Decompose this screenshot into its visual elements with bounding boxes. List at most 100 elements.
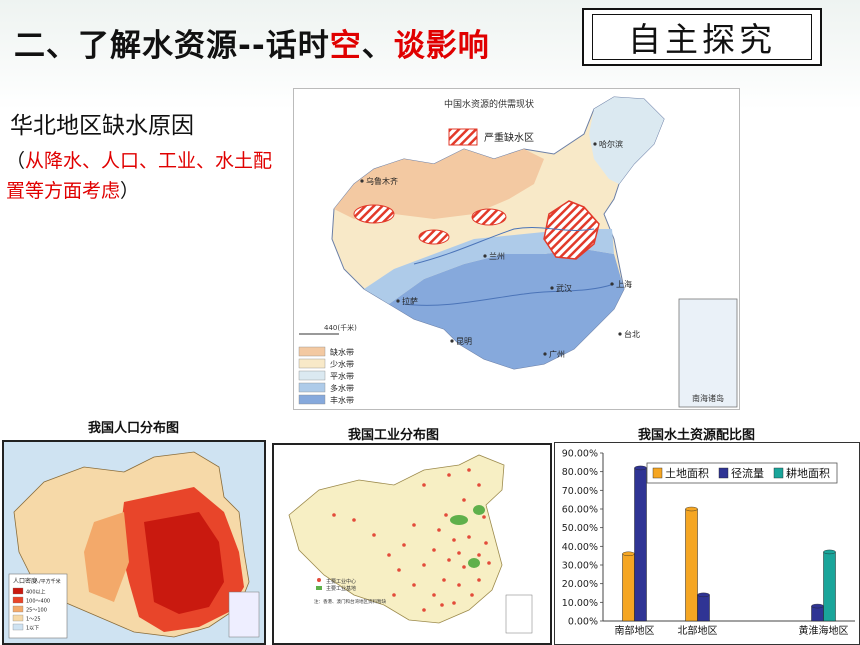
zone-legend-swatch <box>298 358 326 369</box>
pop-legend-swatch <box>12 623 24 631</box>
inset-label: 南海诸岛 <box>692 393 724 403</box>
severe-area-qaidam <box>418 229 450 245</box>
severe-area-tarim <box>353 204 395 224</box>
water-soil-chart-svg: 90.00% 80.00% 70.00% 60.00% 50.00% 40.00% 30.0… <box>562 449 855 637</box>
pop-legend-label: 1以下 <box>26 626 39 632</box>
ind-note: 注：香港、澳门和台湾地区资料暂缺 <box>314 598 386 605</box>
title-prefix: 二、了解水资源--话时 <box>14 28 330 64</box>
industry-base-north <box>450 515 468 525</box>
zone-abundant <box>389 249 624 369</box>
south-sea-inset <box>678 298 738 408</box>
pop-legend-unit: 人/平方千米 <box>34 578 61 585</box>
reason-hint: （从降水、人口、工业、水土配置等方面考虑） <box>6 146 284 206</box>
zone-legend-label: 缺水带 <box>330 347 354 357</box>
industry-center-dot <box>462 498 466 502</box>
city-label: 昆明 <box>456 337 472 346</box>
bar-cap <box>685 506 698 512</box>
industry-center-dot <box>457 583 461 587</box>
zone-legend-swatch <box>298 382 326 393</box>
industry-center-dot <box>352 518 356 522</box>
bar-1 <box>811 605 824 622</box>
pop-legend-label: 100～400 <box>26 599 50 605</box>
y-tick-label: 30.00% <box>562 561 598 572</box>
city-dot <box>360 179 364 183</box>
legend-swatch <box>773 467 784 479</box>
pop-legend-label: 1～25 <box>26 617 41 623</box>
caption-population: 我国人口分布图 <box>88 421 180 436</box>
industry-center-dot <box>452 601 456 605</box>
industry-center-dot <box>487 561 491 565</box>
industry-center-dot <box>422 483 426 487</box>
zone-legend-label: 丰水带 <box>330 395 354 405</box>
legend-swatch <box>652 467 663 479</box>
industry-center-dot <box>387 553 391 557</box>
industry-center-dot <box>442 578 446 582</box>
industry-center-dot <box>477 553 481 557</box>
industry-center-dot <box>452 538 456 542</box>
pop-legend-swatch <box>12 596 24 604</box>
industry-center-dot <box>392 593 396 597</box>
zone-legend-swatch <box>298 394 326 405</box>
industry-center-dot <box>412 523 416 527</box>
industry-center-dot <box>477 483 481 487</box>
industry-center-dot <box>432 548 436 552</box>
zone-legend-label: 多水带 <box>330 383 354 393</box>
y-tick-label: 0.00% <box>568 617 598 628</box>
scale-label: 440(千米) <box>324 323 357 332</box>
city-dot <box>618 332 622 336</box>
y-tick-label: 10.00% <box>562 598 598 609</box>
industry-center-dot <box>462 565 466 569</box>
hint-text: 从降水、人口、工业、水土配置等方面考虑 <box>6 150 273 202</box>
city-dot <box>450 339 454 343</box>
city-label: 上海 <box>616 279 632 289</box>
caption-industry: 我国工业分布图 <box>348 428 440 443</box>
industry-center-dot <box>467 468 471 472</box>
yellow-river <box>413 227 595 265</box>
bar-cap <box>622 551 635 557</box>
ind-legend-center: 主要工业中心 <box>326 578 356 585</box>
industry-center-dot <box>437 528 441 532</box>
industry-center-dot <box>470 593 474 597</box>
y-tick-label: 60.00% <box>562 505 598 516</box>
title-separator: 、 <box>361 28 394 64</box>
pop-legend-items: 400以上 100～400 25～100 1～25 1以下 <box>12 587 50 632</box>
city-label: 台北 <box>624 329 640 339</box>
bar-cap <box>634 465 647 471</box>
severe-area-hexi <box>471 208 507 226</box>
severe-legend-label: 严重缺水区 <box>484 131 534 144</box>
city-dot <box>483 254 487 258</box>
y-tick-label: 20.00% <box>562 579 598 590</box>
water-soil-chart: 90.00% 80.00% 70.00% 60.00% 50.00% 40.00% 30.0… <box>554 442 860 645</box>
city-dot <box>550 286 554 290</box>
bar-1 <box>634 467 647 622</box>
industry-inset <box>505 594 533 634</box>
bar-cap <box>697 592 710 598</box>
bar-cap <box>823 549 836 555</box>
population-very-dense <box>144 512 224 614</box>
ind-legend-swatch <box>316 586 322 590</box>
ind-legend-dot <box>317 578 321 582</box>
y-tick-label: 80.00% <box>562 467 598 478</box>
city-label: 哈尔滨 <box>599 139 623 149</box>
industry-center-dot <box>412 583 416 587</box>
city-dot <box>543 352 547 356</box>
industry-base-yangtze <box>468 558 480 568</box>
industry-center-dot <box>447 558 451 562</box>
industry-center-dot <box>332 513 336 517</box>
city-label: 乌鲁木齐 <box>366 176 398 186</box>
industry-center-dot <box>397 568 401 572</box>
bar-cap <box>811 603 824 609</box>
badge-label: 自主探究 <box>592 14 812 60</box>
legend-label: 耕地面积 <box>786 466 830 480</box>
caption-water-soil: 我国水土资源配比图 <box>638 428 756 443</box>
industry-center-dot <box>440 603 444 607</box>
industry-center-dot <box>372 533 376 537</box>
y-tick-label: 70.00% <box>562 486 598 497</box>
bar-2 <box>823 551 836 622</box>
zone-legend-label: 少水带 <box>330 359 354 369</box>
map-title: 中国水资源的供需现状 <box>444 98 534 110</box>
industry-center-dot <box>467 535 471 539</box>
pop-legend-label: 25～100 <box>26 608 47 614</box>
